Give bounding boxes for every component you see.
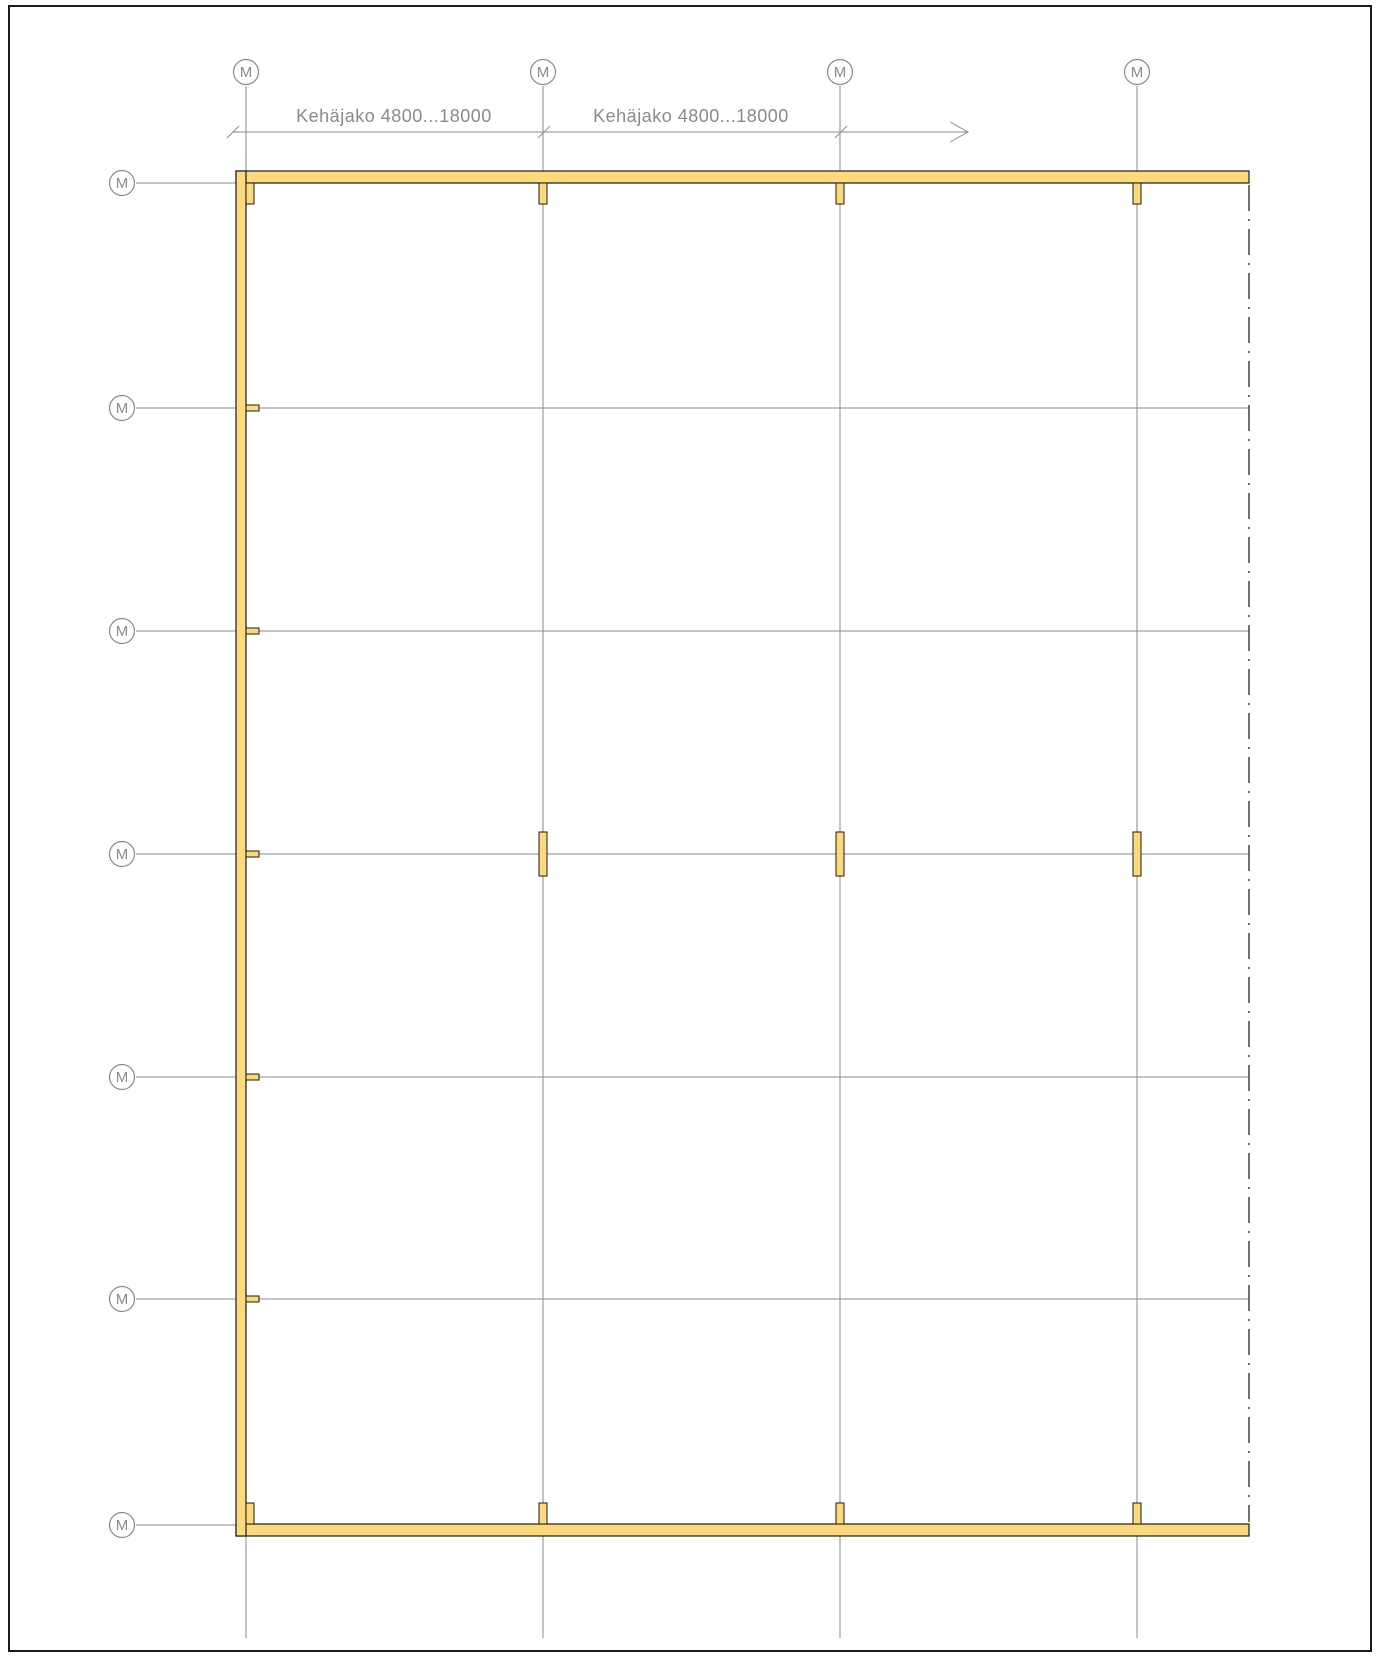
axis-label: M [1131,64,1144,81]
column [1132,831,1142,877]
column [835,1502,845,1525]
axis-label: M [116,623,129,640]
dimension-tick [537,125,551,139]
column [1132,1502,1142,1525]
vertical-axis-bubbles: M M M M [232,58,1151,86]
horizontal-axis-bubbles: M M M M M M M [108,169,136,1539]
wall-bracket [245,1073,260,1081]
axis-label: M [116,1069,129,1086]
left-wall [235,170,247,1537]
wall-bracket [245,1295,260,1303]
axis-label: M [537,64,550,81]
columns [245,182,1142,1525]
axis-label: M [240,64,253,81]
column [1132,182,1142,205]
wall-bracket [245,627,260,635]
column [835,831,845,877]
axis-label: M [116,175,129,192]
axis-label: M [116,400,129,417]
dimension-tick [834,125,848,139]
dimension-tick [226,125,240,139]
dimension-line: Kehäjako 4800...18000 Kehäjako 4800...18… [226,106,970,143]
column [245,182,255,205]
bottom-wall [235,1523,1250,1537]
drawing-border [8,5,1372,1652]
dimension-label-bay-2: Kehäjako 4800...18000 [593,106,789,126]
top-wall [235,170,1250,184]
column [538,182,548,205]
axis-label: M [116,846,129,863]
axis-label: M [116,1517,129,1534]
axis-label: M [116,1291,129,1308]
wall-bracket [245,850,260,858]
column [835,182,845,205]
column [538,831,548,877]
axis-label: M [834,64,847,81]
horizontal-grid-lines [136,182,1249,1526]
dimension-label-bay-1: Kehäjako 4800...18000 [296,106,492,126]
vertical-grid-lines [245,86,1138,1638]
column [538,1502,548,1525]
wall-bracket [245,404,260,412]
column [245,1502,255,1525]
